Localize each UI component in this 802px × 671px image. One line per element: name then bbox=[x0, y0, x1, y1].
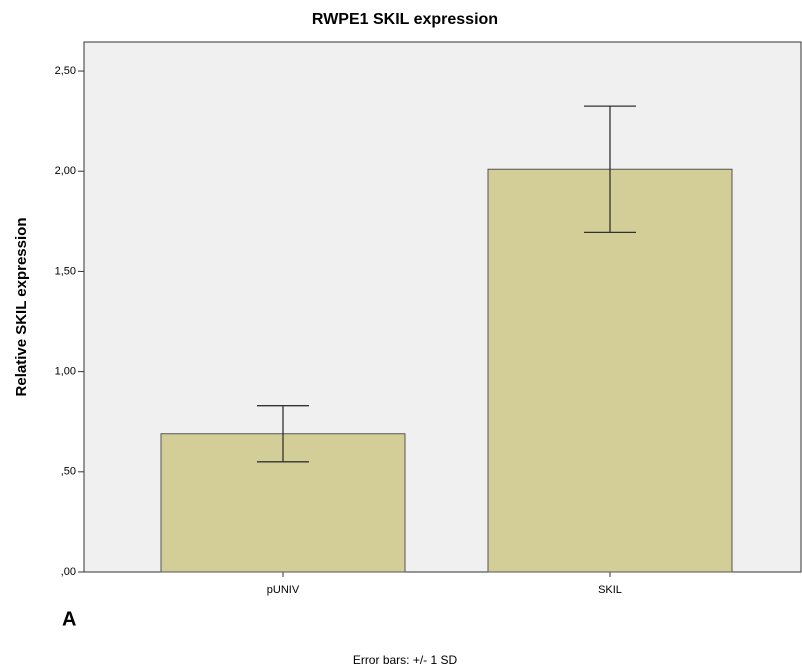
bar bbox=[487, 168, 733, 573]
x-tick-label: SKIL bbox=[598, 584, 622, 596]
panel-label: A bbox=[62, 608, 76, 630]
y-tick-label: ,50 bbox=[61, 466, 76, 478]
chart-title: RWPE1 SKIL expression bbox=[312, 11, 498, 28]
y-tick-label: 1,00 bbox=[55, 366, 76, 378]
y-tick-label: ,00 bbox=[61, 566, 76, 578]
x-tick-label: pUNIV bbox=[267, 584, 300, 596]
error-bar bbox=[584, 105, 636, 234]
y-tick-label: 2,00 bbox=[55, 165, 76, 177]
footnote: Error bars: +/- 1 SD bbox=[353, 653, 458, 667]
y-tick-label: 2,50 bbox=[55, 65, 76, 77]
y-tick-label: 1,50 bbox=[55, 265, 76, 277]
y-axis-label: Relative SKIL expression bbox=[13, 218, 30, 397]
error-bar bbox=[257, 405, 309, 463]
